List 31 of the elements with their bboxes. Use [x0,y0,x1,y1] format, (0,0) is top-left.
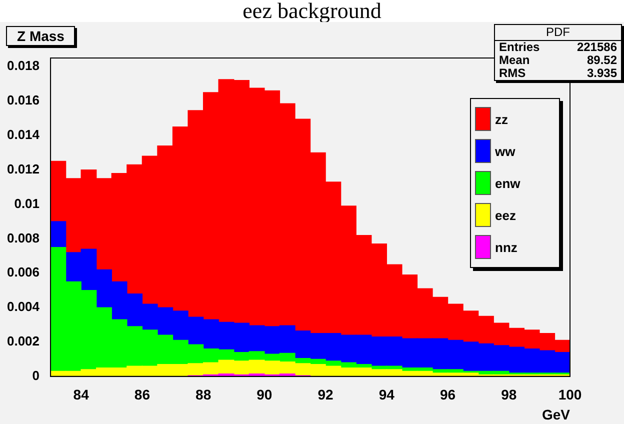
y-tick-label: 0.006 [6,264,40,280]
y-tick-label: 0.018 [6,58,40,74]
chart-title: eez background [242,0,382,23]
text: Mean 89.52 [499,53,617,67]
legend-label: ww [495,144,516,158]
y-tick-label: 0.016 [6,92,40,108]
text: PDF [495,25,621,41]
y-tick-label: 0.002 [6,334,40,349]
legend-label: eez [495,208,516,222]
legend-label: zz [495,112,508,126]
y-tick-label: 0.004 [6,299,40,314]
y-tick-label: 0.012 [6,161,40,176]
x-tick-label: 92 [318,386,334,403]
x-tick-label: 100 [558,386,582,403]
chart-subtitle: Z Mass [6,26,76,46]
y-tick-label: 0.008 [6,230,40,246]
x-tick-label: 88 [196,386,212,403]
y-tick-label: 0.01 [14,196,40,211]
x-tick-label: 90 [256,386,272,403]
x-tick-label: 84 [73,386,90,403]
y-tick-label: 0.014 [6,127,40,142]
x-axis-title: GeV [542,406,571,422]
x-tick-label: 98 [501,386,517,403]
text: Entries 221586 [499,40,617,54]
y-tick-label: 0 [32,368,40,383]
x-tick-label: 94 [378,386,395,403]
legend-label: nnz [495,240,518,254]
legend-label: enw [495,176,520,190]
text: RMS 3.935 [499,66,617,80]
x-tick-label: 86 [134,386,150,403]
x-tick-label: 96 [440,386,456,403]
